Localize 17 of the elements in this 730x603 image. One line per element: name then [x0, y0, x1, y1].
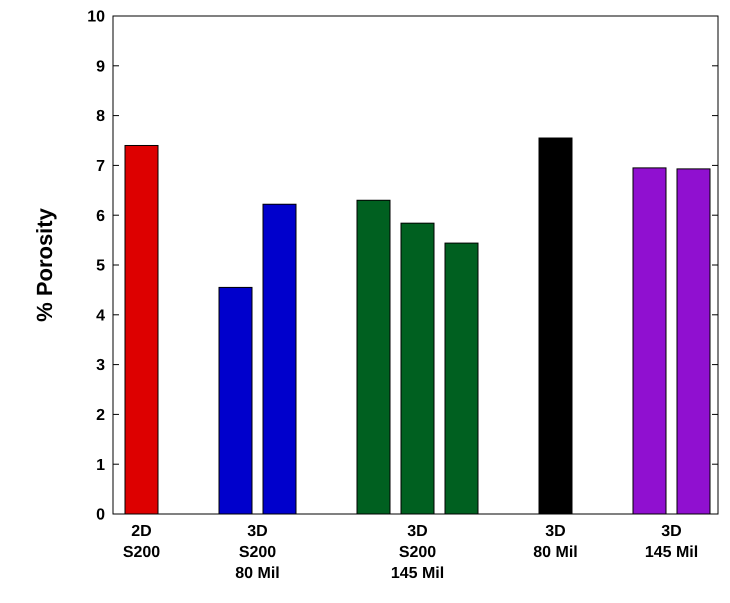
y-tick-label: 3 [96, 357, 106, 374]
y-tick-label: 4 [96, 307, 106, 324]
y-tick-label: 5 [96, 258, 106, 275]
y-tick-label: 8 [96, 108, 106, 126]
y-tick-label: 0 [96, 506, 106, 524]
y-tick-label: 2 [96, 407, 106, 424]
x-tick-label: 2D S200 [122, 523, 160, 561]
y-tick-label: 1 [96, 456, 106, 474]
x-tick-label: 3D 80 Mil [533, 523, 578, 561]
x-tick-label: 3D S200 145 Mil [390, 523, 444, 582]
y-tick-label: 10 [87, 8, 106, 26]
y-tick-label: 9 [96, 58, 106, 76]
x-tick-label: 3D S200 80 Mil [235, 523, 280, 582]
x-tick-label: 3D 145 Mil [644, 523, 698, 561]
y-tick-label: 7 [96, 158, 106, 175]
y-tick-label: 6 [96, 208, 106, 225]
y-axis-title: % Porosity [32, 207, 57, 322]
